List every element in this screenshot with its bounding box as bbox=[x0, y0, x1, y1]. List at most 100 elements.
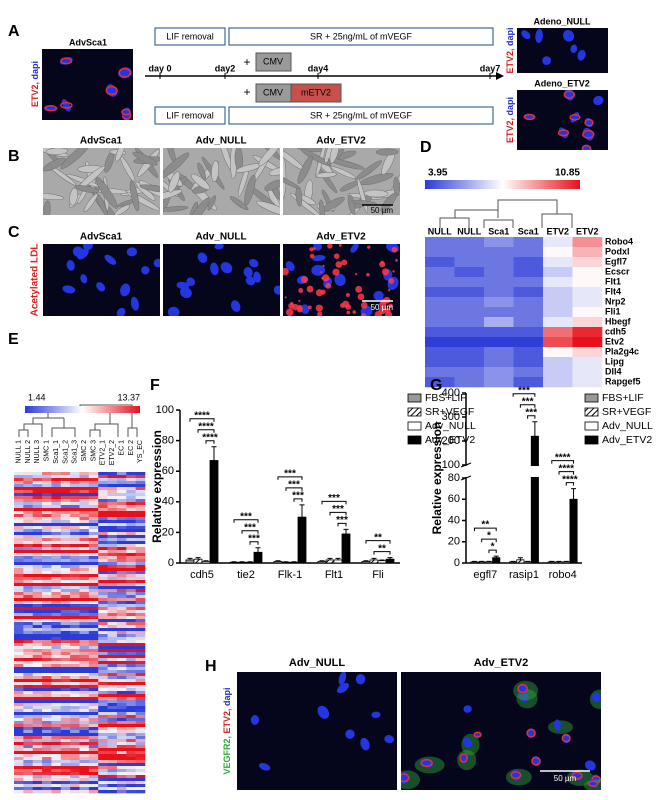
column-label: NULL bbox=[428, 226, 452, 236]
stain-part: dapi bbox=[505, 97, 515, 116]
heat-texture bbox=[23, 553, 33, 556]
heat-cell bbox=[455, 247, 485, 257]
heat-texture bbox=[33, 616, 43, 619]
heat-texture bbox=[80, 742, 90, 745]
heat-texture bbox=[42, 532, 52, 535]
heat-texture bbox=[108, 679, 118, 682]
heat-texture bbox=[61, 706, 71, 709]
heat-texture bbox=[42, 613, 52, 616]
heat-texture bbox=[98, 736, 108, 739]
heat-texture bbox=[51, 652, 61, 655]
heat-texture bbox=[61, 487, 71, 490]
heat-texture bbox=[89, 499, 99, 502]
heat-texture bbox=[14, 661, 24, 664]
heat-texture bbox=[89, 595, 99, 598]
micrograph-bg bbox=[517, 28, 608, 73]
heat-texture bbox=[98, 511, 108, 514]
heat-texture bbox=[51, 601, 61, 604]
ldl-dot bbox=[309, 247, 313, 251]
heat-texture bbox=[117, 685, 127, 688]
bar bbox=[342, 534, 350, 563]
heat-texture bbox=[70, 472, 80, 475]
heat-texture bbox=[23, 583, 33, 586]
column-label: EC 2 bbox=[128, 440, 135, 456]
heat-texture bbox=[51, 643, 61, 646]
heat-texture bbox=[70, 679, 80, 682]
heat-texture bbox=[23, 598, 33, 601]
heat-cell bbox=[514, 347, 544, 357]
x-tick-label: egfl7 bbox=[473, 569, 497, 581]
heat-texture bbox=[70, 724, 80, 727]
heat-texture bbox=[89, 715, 99, 718]
heat-texture bbox=[42, 649, 52, 652]
heat-texture bbox=[136, 730, 146, 733]
heat-texture bbox=[108, 763, 118, 766]
x-tick-label: tie2 bbox=[237, 569, 255, 581]
heat-texture bbox=[80, 553, 90, 556]
heat-texture bbox=[126, 625, 136, 628]
heat-texture bbox=[136, 544, 146, 547]
heat-texture bbox=[108, 736, 118, 739]
heat-texture bbox=[89, 646, 99, 649]
heat-texture bbox=[108, 634, 118, 637]
heat-texture bbox=[98, 697, 108, 700]
heat-cell bbox=[425, 237, 455, 247]
heat-texture bbox=[117, 514, 127, 517]
heat-texture bbox=[51, 685, 61, 688]
heat-texture bbox=[126, 772, 136, 775]
heat-cell bbox=[514, 257, 544, 267]
heat-texture bbox=[14, 757, 24, 760]
heat-texture bbox=[136, 742, 146, 745]
heat-cell bbox=[543, 317, 573, 327]
heat-texture bbox=[70, 535, 80, 538]
heat-texture bbox=[98, 475, 108, 478]
heat-texture bbox=[136, 643, 146, 646]
heat-texture bbox=[89, 703, 99, 706]
heat-texture bbox=[61, 724, 71, 727]
heat-texture bbox=[33, 691, 43, 694]
heat-texture bbox=[70, 565, 80, 568]
micrograph bbox=[163, 243, 285, 318]
heat-cell bbox=[543, 337, 573, 347]
heat-texture bbox=[23, 718, 33, 721]
heat-texture bbox=[108, 718, 118, 721]
panel-label: F bbox=[150, 377, 160, 394]
heat-texture bbox=[108, 610, 118, 613]
heat-texture bbox=[61, 775, 71, 778]
heat-texture bbox=[117, 712, 127, 715]
bar bbox=[517, 560, 524, 563]
heat-texture bbox=[126, 784, 136, 787]
heat-texture bbox=[61, 733, 71, 736]
heat-texture bbox=[108, 775, 118, 778]
heat-texture bbox=[14, 646, 24, 649]
heat-texture bbox=[33, 580, 43, 583]
heat-texture bbox=[117, 613, 127, 616]
heat-texture bbox=[89, 544, 99, 547]
heat-texture bbox=[23, 631, 33, 634]
heat-texture bbox=[117, 598, 127, 601]
heat-texture bbox=[136, 607, 146, 610]
heat-texture bbox=[108, 637, 118, 640]
heat-texture bbox=[80, 700, 90, 703]
heat-texture bbox=[70, 691, 80, 694]
bar bbox=[194, 559, 202, 563]
heat-texture bbox=[98, 658, 108, 661]
ldl-dot bbox=[385, 311, 392, 318]
heat-texture bbox=[70, 604, 80, 607]
heat-texture bbox=[98, 790, 108, 793]
heat-texture bbox=[98, 502, 108, 505]
ldl-dot bbox=[355, 273, 357, 275]
heat-texture bbox=[80, 781, 90, 784]
heat-texture bbox=[126, 733, 136, 736]
heat-texture bbox=[33, 730, 43, 733]
heat-texture bbox=[89, 649, 99, 652]
heat-texture bbox=[33, 637, 43, 640]
heat-texture bbox=[14, 634, 24, 637]
heat-texture bbox=[70, 664, 80, 667]
heat-texture bbox=[14, 640, 24, 643]
heat-texture bbox=[136, 718, 146, 721]
heat-texture bbox=[33, 598, 43, 601]
heat-texture bbox=[23, 634, 33, 637]
heat-texture bbox=[80, 748, 90, 751]
error-bar bbox=[511, 561, 516, 562]
